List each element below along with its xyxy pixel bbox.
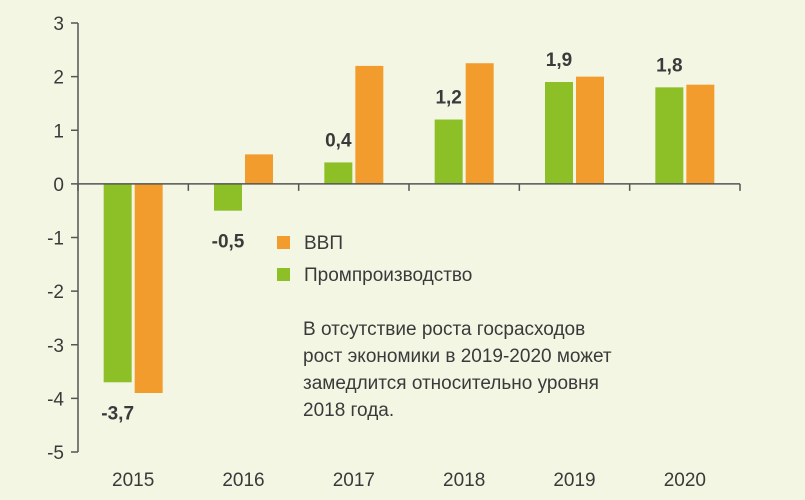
y-axis: 3 2 1 0 -1 -2 -3 -4 -5 — [47, 14, 79, 464]
annotation-line: замедлится относительно уровня — [303, 373, 599, 394]
x-tick-label: 2020 — [664, 470, 706, 491]
x-tick-label: 2018 — [443, 470, 485, 491]
bar-prom-2015 — [103, 183, 132, 383]
annotation-line: 2018 года. — [303, 400, 394, 421]
annotation-line: В отсутствие роста госрасходов — [303, 319, 585, 340]
bar-vvp-2015 — [134, 183, 163, 394]
data-labels: -3,7 -0,5 0,4 1,2 1,9 1,8 — [101, 50, 682, 424]
x-axis: 2015 2016 2017 2018 2019 2020 — [77, 183, 741, 491]
bar-prom-2020 — [655, 87, 684, 184]
y-tick-label: -5 — [47, 443, 64, 464]
legend-swatch-vvp — [277, 236, 290, 249]
y-tick-label: -2 — [47, 282, 64, 303]
x-tick-label: 2019 — [553, 470, 595, 491]
legend: ВВП Промпроизводство — [277, 233, 472, 286]
bars — [103, 63, 715, 394]
y-tick-label: -3 — [47, 336, 64, 357]
data-label-2015: -3,7 — [101, 403, 134, 424]
x-tick-label: 2016 — [222, 470, 264, 491]
data-label-2019: 1,9 — [546, 50, 572, 71]
bar-prom-2017 — [324, 162, 353, 184]
legend-swatch-prom — [277, 268, 290, 281]
x-tick-label: 2015 — [112, 470, 154, 491]
data-label-2017: 0,4 — [325, 130, 352, 151]
annotation-line: рост экономики в 2019-2020 может — [303, 346, 612, 367]
bar-vvp-2019 — [576, 76, 604, 184]
y-tick-label: 3 — [53, 14, 64, 35]
y-tick-label: -1 — [47, 229, 64, 250]
bar-prom-2019 — [545, 81, 573, 184]
x-tick-label: 2017 — [333, 470, 375, 491]
bar-prom-2016 — [214, 183, 242, 211]
bar-vvp-2020 — [686, 84, 715, 184]
data-label-2018: 1,2 — [435, 88, 461, 109]
y-tick-label: 1 — [53, 121, 64, 142]
data-label-2016: -0,5 — [212, 232, 245, 253]
y-tick-label: 0 — [53, 175, 64, 196]
annotation: В отсутствие роста госрасходов рост эконо… — [303, 319, 612, 421]
y-tick-label: -4 — [47, 389, 64, 410]
legend-label-prom: Промпроизводство — [304, 265, 472, 286]
y-tick-label: 2 — [53, 68, 64, 89]
bar-vvp-2016 — [245, 154, 273, 184]
bar-vvp-2017 — [355, 65, 384, 184]
data-label-2020: 1,8 — [656, 55, 682, 76]
bar-vvp-2018 — [465, 63, 494, 184]
legend-label-vvp: ВВП — [304, 233, 343, 254]
bar-prom-2018 — [434, 119, 463, 184]
